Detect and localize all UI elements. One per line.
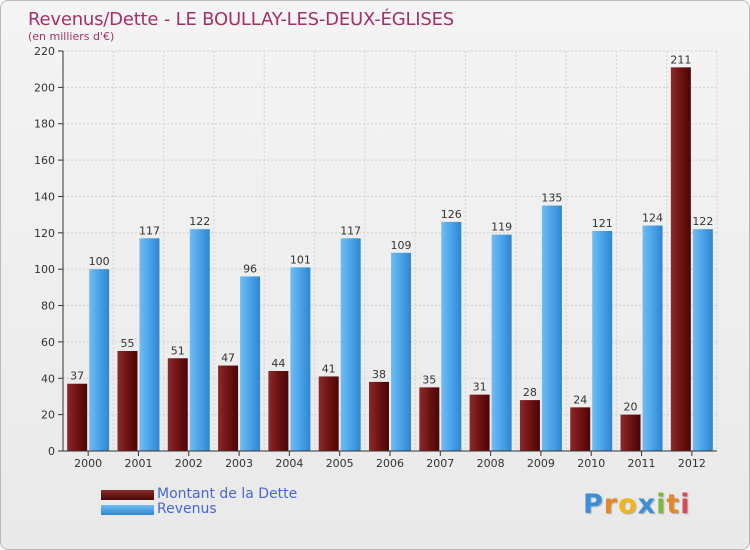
- data-label: 117: [340, 224, 361, 237]
- dette-bar: [570, 407, 591, 451]
- y-tick-label: 220: [34, 45, 55, 58]
- dette-bar: [369, 381, 389, 451]
- dette-bar: [318, 376, 339, 451]
- y-tick-label: 100: [34, 263, 55, 276]
- proxiti-logo: Proxiti: [583, 489, 691, 520]
- revenus-bar: [441, 221, 462, 451]
- legend-swatch-dette: [101, 490, 154, 500]
- data-label: 124: [642, 212, 663, 225]
- x-tick-label: 2001: [124, 457, 152, 470]
- x-tick-label: 2010: [577, 457, 605, 470]
- dette-bar: [167, 358, 188, 451]
- revenus-bar: [391, 252, 411, 451]
- x-tick-label: 2006: [376, 457, 404, 470]
- data-label: 20: [624, 401, 638, 414]
- x-tick-label: 2002: [175, 457, 203, 470]
- data-label: 119: [491, 221, 512, 234]
- data-label: 28: [523, 386, 537, 399]
- dette-bar: [670, 67, 691, 451]
- y-tick-label: 120: [34, 227, 55, 240]
- data-label: 41: [322, 362, 336, 375]
- data-label: 101: [290, 253, 311, 266]
- data-label: 122: [189, 215, 210, 228]
- revenus-bar: [240, 276, 261, 451]
- x-tick-label: 2008: [477, 457, 505, 470]
- revenus-bar: [692, 229, 713, 451]
- data-label: 96: [243, 262, 257, 275]
- data-label: 121: [592, 217, 613, 230]
- dette-bar: [620, 414, 641, 451]
- dette-bar: [117, 351, 138, 451]
- dette-bar: [469, 394, 490, 451]
- dette-bar: [419, 387, 440, 451]
- revenus-bar: [642, 225, 663, 451]
- revenus-bar: [189, 229, 210, 451]
- y-tick-label: 160: [34, 154, 55, 167]
- dette-bar: [519, 400, 540, 451]
- chart-title: Revenus/Dette - LE BOULLAY-LES-DEUX-ÉGLI…: [28, 9, 455, 30]
- revenus-bar: [491, 234, 512, 451]
- legend-label-revenus: Revenus: [157, 501, 217, 517]
- data-label: 100: [89, 255, 110, 268]
- x-tick-label: 2005: [326, 457, 354, 470]
- value-labels: 37 100 55 117 51 122 47 96 44 101 41 117 38 109 35 126 3…: [70, 53, 713, 413]
- chart-subtitle: (en milliers d'€): [28, 30, 115, 43]
- x-tick-label: 2007: [426, 457, 454, 470]
- revenus-bar: [340, 238, 361, 451]
- y-tick-label: 20: [41, 409, 55, 422]
- y-tick-label: 200: [34, 81, 55, 94]
- data-label: 211: [670, 53, 691, 66]
- data-label: 135: [541, 192, 562, 205]
- y-tick-label: 180: [34, 118, 55, 131]
- data-label: 55: [120, 337, 134, 350]
- x-tick-label: 2011: [628, 457, 656, 470]
- data-label: 24: [573, 393, 587, 406]
- bars: [67, 67, 713, 451]
- y-tick-label: 0: [48, 445, 55, 458]
- data-label: 117: [139, 224, 160, 237]
- revenus-bar: [290, 267, 311, 451]
- y-tick-label: 40: [41, 372, 55, 385]
- dette-bar: [268, 371, 289, 451]
- data-label: 31: [473, 381, 487, 394]
- revenus-bar: [592, 231, 613, 451]
- x-tick-label: 2004: [275, 457, 303, 470]
- revenus-bar: [89, 269, 110, 451]
- data-label: 109: [391, 239, 412, 252]
- x-tick-label: 2000: [74, 457, 102, 470]
- data-label: 44: [271, 357, 285, 370]
- data-label: 47: [221, 352, 235, 365]
- data-label: 51: [171, 344, 185, 357]
- data-label: 126: [441, 208, 462, 221]
- data-label: 122: [692, 215, 713, 228]
- revenus-bar: [139, 238, 160, 451]
- revenus-bar: [541, 205, 562, 451]
- y-tick-label: 80: [41, 300, 55, 313]
- legend-label-dette: Montant de la Dette: [157, 486, 298, 502]
- dette-bar: [218, 365, 239, 451]
- y-tick-label: 140: [34, 190, 55, 203]
- x-tick-label: 2009: [527, 457, 555, 470]
- data-label: 37: [70, 370, 84, 383]
- x-tick-label: 2003: [225, 457, 253, 470]
- data-label: 38: [372, 368, 386, 381]
- dette-bar: [67, 383, 88, 451]
- legend-swatch-revenus: [101, 505, 154, 515]
- x-tick-label: 2012: [678, 457, 706, 470]
- y-tick-label: 60: [41, 336, 55, 349]
- data-label: 35: [422, 373, 436, 386]
